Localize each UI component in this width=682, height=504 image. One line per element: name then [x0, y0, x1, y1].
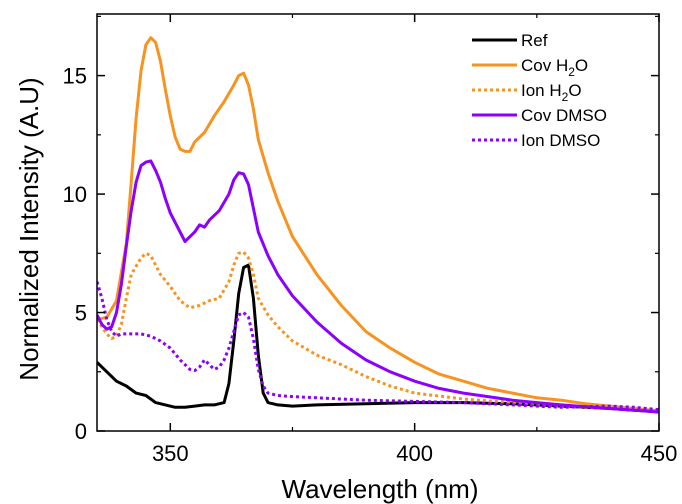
legend-label-3: Cov DMSO	[521, 106, 607, 125]
legend-label-1: Cov H2O	[521, 56, 588, 79]
series-line-1	[97, 36, 659, 413]
series-line-3	[97, 159, 659, 414]
y-tick-label: 5	[75, 301, 87, 326]
series-line-2	[97, 250, 659, 413]
series-line-4	[97, 281, 659, 412]
y-tick-label: 10	[63, 182, 87, 207]
legend-label-0: Ref	[521, 31, 548, 50]
plot-frame	[96, 13, 660, 432]
x-tick-label: 350	[152, 441, 189, 466]
y-tick-label: 0	[75, 419, 87, 444]
series-line-0	[97, 263, 659, 414]
y-axis-title: Normalized Intensity (A.U)	[14, 77, 44, 380]
x-tick-label: 400	[396, 441, 433, 466]
series-lines	[97, 36, 659, 414]
legend-label-2: Ion H2O	[521, 81, 582, 104]
y-tick-label: 15	[63, 64, 87, 89]
x-axis-title: Wavelength (nm)	[282, 474, 479, 504]
axis-ticks: 350 400 450 0 5 10 15	[63, 14, 678, 466]
legend-label-4: Ion DMSO	[521, 131, 600, 150]
x-tick-label: 450	[641, 441, 678, 466]
